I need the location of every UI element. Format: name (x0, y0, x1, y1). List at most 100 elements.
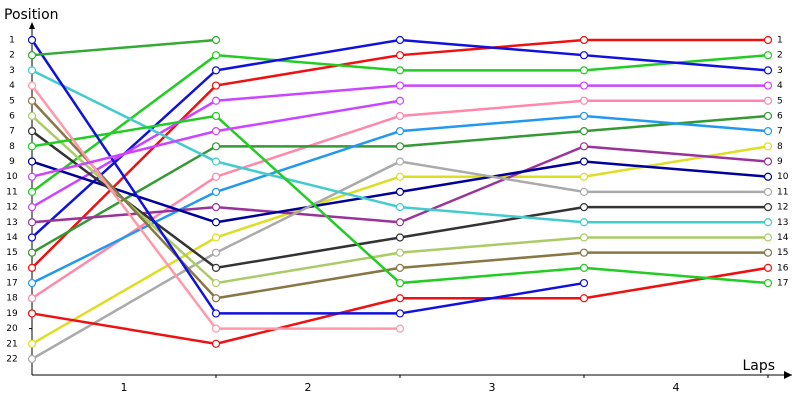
marker (763, 233, 773, 242)
marker (211, 157, 221, 166)
marker (395, 111, 405, 121)
marker (395, 142, 405, 151)
y-tick-label: 13 (6, 218, 17, 228)
marker (211, 248, 221, 257)
marker (763, 187, 773, 197)
marker (211, 324, 221, 333)
marker (211, 35, 221, 45)
marker (763, 96, 773, 105)
marker (211, 51, 221, 60)
end-position-label: 6 (777, 111, 783, 121)
y-tick-label: 22 (6, 355, 17, 365)
x-tick-label: 4 (673, 381, 680, 394)
marker (395, 157, 405, 166)
end-position-label: 1 (777, 36, 783, 46)
marker (579, 111, 589, 121)
marker (579, 187, 589, 197)
y-axis-label: Position (4, 7, 59, 23)
marker (579, 233, 589, 242)
series-line (31, 38, 217, 57)
marker (211, 127, 221, 136)
marker (395, 263, 405, 272)
marker (395, 202, 405, 212)
marker (395, 172, 405, 181)
end-position-label: 8 (777, 142, 783, 152)
marker (27, 127, 37, 136)
marker (395, 218, 405, 227)
marker (27, 142, 37, 151)
marker (27, 309, 37, 318)
marker (211, 66, 221, 75)
marker (763, 66, 773, 75)
marker (211, 263, 221, 272)
end-position-label: 9 (777, 157, 783, 167)
marker (27, 66, 37, 75)
marker (763, 278, 773, 288)
end-position-label: 7 (777, 127, 783, 137)
marker (395, 278, 405, 288)
marker (579, 263, 589, 272)
marker (27, 233, 37, 242)
marker (579, 278, 589, 288)
y-tick-label: 21 (6, 339, 17, 349)
marker (27, 278, 37, 288)
marker (395, 294, 405, 303)
x-tick-label: 2 (305, 381, 312, 394)
marker (27, 35, 37, 45)
end-position-label: 11 (777, 187, 788, 197)
y-tick-label: 7 (9, 127, 15, 137)
end-position-label: 10 (777, 172, 789, 182)
end-position-label: 12 (777, 203, 788, 213)
marker (579, 96, 589, 105)
series-line (31, 53, 769, 193)
end-position-label: 17 (777, 279, 788, 289)
marker (27, 354, 37, 364)
x-axis-label: Laps (742, 358, 775, 374)
marker (27, 187, 37, 197)
marker (27, 111, 37, 121)
marker (579, 142, 589, 151)
marker (27, 339, 37, 348)
y-tick-label: 17 (6, 279, 17, 289)
x-tick-label: 1 (121, 381, 128, 394)
marker (395, 35, 405, 45)
y-tick-label: 4 (9, 81, 15, 91)
y-tick-label: 12 (6, 203, 17, 213)
marker (579, 51, 589, 60)
marker (27, 96, 37, 105)
y-tick-label: 14 (6, 233, 18, 243)
marker (763, 111, 773, 121)
marker (395, 233, 405, 242)
y-tick-label: 11 (6, 187, 17, 197)
marker (763, 202, 773, 212)
marker (579, 66, 589, 75)
marker (579, 172, 589, 181)
marker (27, 218, 37, 227)
marker (395, 66, 405, 75)
end-position-label: 14 (777, 233, 789, 243)
series-line (30, 39, 585, 315)
y-tick-label: 19 (6, 309, 18, 319)
marker (579, 157, 589, 166)
marker (763, 172, 773, 181)
y-tick-label: 3 (9, 66, 15, 76)
marker (211, 233, 221, 242)
marker (211, 111, 221, 121)
end-position-label: 4 (777, 81, 783, 91)
end-position-label: 16 (777, 263, 789, 273)
y-axis-arrow (29, 22, 35, 29)
marker (763, 81, 773, 90)
marker (395, 187, 405, 197)
marker (763, 263, 773, 272)
series-line (31, 115, 768, 285)
end-position-label: 5 (777, 96, 783, 106)
x-tick-label: 3 (489, 381, 496, 394)
marker (395, 96, 405, 105)
y-tick-label: 6 (9, 111, 15, 121)
marker (395, 81, 405, 90)
marker (395, 248, 405, 257)
marker (579, 127, 589, 136)
y-tick-label: 2 (9, 51, 15, 61)
marker (211, 309, 221, 318)
